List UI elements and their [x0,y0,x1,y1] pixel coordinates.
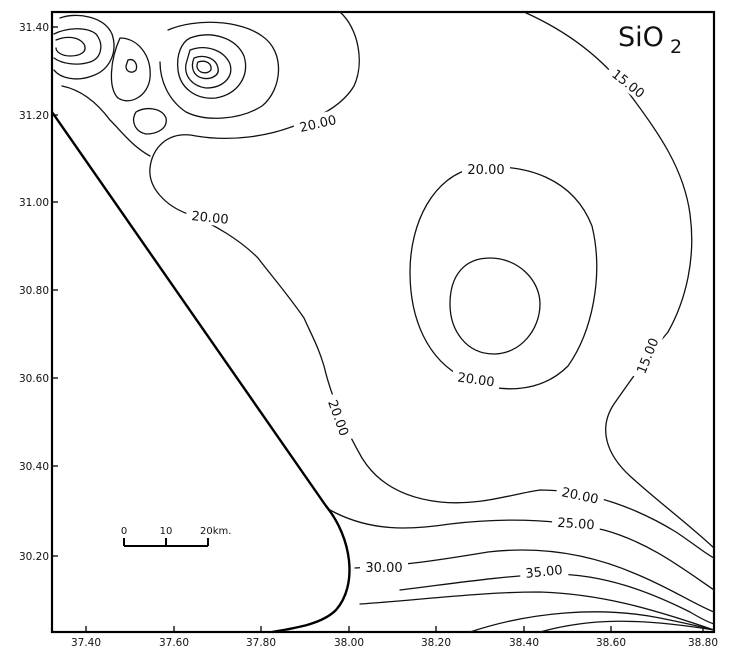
contour-line [359,591,715,631]
title-main: SiO [618,22,664,53]
contour-label-group: 35.00 [519,559,569,582]
contour-line [53,28,102,65]
y-tick-label: 30.60 [19,373,49,385]
contour-label-group: 20.00 [323,392,356,443]
contour-line [159,21,280,119]
contour-label: 20.00 [467,163,504,178]
contour-line [449,257,541,355]
contour-label: 20.00 [298,113,338,136]
contour-line [125,58,138,73]
contour-label: 30.00 [365,561,402,576]
contour-line [399,573,715,625]
y-tick-label: 30.80 [19,285,49,297]
coastline [51,111,351,634]
contour-line [53,14,115,80]
x-tick-label: 38.80 [688,637,718,649]
contour-label-group: 20.00 [462,160,510,178]
y-tick-label: 31.20 [19,110,49,122]
x-tick-label: 38.00 [334,637,364,649]
contour-line [354,549,715,613]
contour-line [55,36,86,57]
contours [53,11,715,633]
x-tick-label: 38.60 [596,637,626,649]
contour-label: 20.00 [191,209,230,228]
contour-label-group: 30.00 [360,558,408,576]
contour-line [191,55,219,80]
y-axis: 31.40 31.20 31.00 30.80 30.60 30.40 30.2… [19,22,58,563]
x-tick-label: 38.40 [509,637,539,649]
contour-label: 25.00 [557,516,595,534]
contour-label: 35.00 [525,563,564,582]
contour-label-group: 15.00 [604,61,654,105]
y-tick-label: 31.00 [19,197,49,209]
x-tick-label: 37.60 [159,637,189,649]
contour-line [539,620,715,633]
map-frame [50,10,716,634]
contour-label: 20.00 [456,370,495,390]
contour-label-group: 15.00 [629,330,664,381]
scale-bar-label: 20km. [200,526,231,537]
contour-label-group: 20.00 [451,366,502,391]
scale-bar: 0 10 20km. [121,526,231,547]
contour-label-group: 20.00 [185,205,235,228]
scale-bar-label: 10 [160,526,173,537]
map-title: SiO 2 [612,16,704,58]
scale-bar-label: 0 [121,526,127,537]
contour-line [110,37,151,102]
contour-label-group: 20.00 [292,108,343,137]
y-tick-label: 30.20 [19,551,49,563]
contour-line [196,60,212,74]
contour-line [61,85,151,157]
contour-label-group: 25.00 [551,512,601,534]
contour-line [149,11,715,559]
y-tick-label: 31.40 [19,22,49,34]
contour-line [176,34,247,99]
contour-line [132,107,167,135]
contour-line [185,47,232,89]
x-tick-label: 38.20 [421,637,451,649]
contour-line [523,11,715,549]
contour-label: 20.00 [560,485,600,507]
contour-line [469,611,715,633]
y-tick-label: 30.40 [19,461,49,473]
x-axis: 37.40 37.60 37.80 38.00 38.20 38.40 38.6… [71,626,718,649]
contour-label-group: 20.00 [555,481,606,508]
contour-labels: 20.00 15.00 20.00 20.00 15.00 20.00 20.0… [185,61,664,582]
title-subscript: 2 [670,36,682,58]
x-tick-label: 37.40 [71,637,101,649]
contour-line [329,509,715,591]
contour-line [409,166,598,390]
x-tick-label: 37.80 [246,637,276,649]
